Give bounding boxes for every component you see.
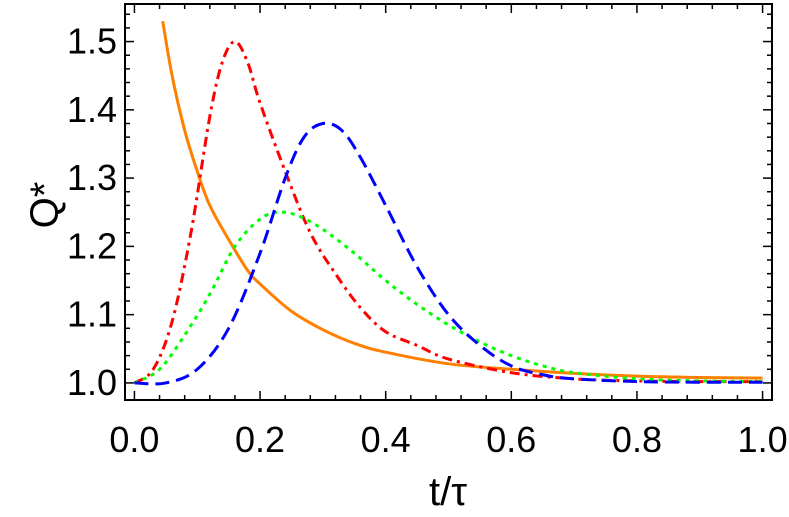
plot-lines xyxy=(133,20,763,386)
x-tick-label: 0.0 xyxy=(109,419,159,460)
y-tick-label: 1.1 xyxy=(67,294,117,335)
tick-labels: 0.0 0.2 0.4 0.6 0.8 1.0 1.0 1.1 1.2 1.3 1.4 1.5 xyxy=(67,21,788,460)
y-tick-label: 1.0 xyxy=(67,362,117,403)
series-line-2 xyxy=(133,210,763,385)
plot-frame xyxy=(124,3,773,401)
x-tick-label: 0.4 xyxy=(361,419,411,460)
x-tick-label: 1.0 xyxy=(738,419,788,460)
x-tick-label: 0.2 xyxy=(235,419,285,460)
y-tick-label: 1.4 xyxy=(67,89,117,130)
x-axis-label: t/τ xyxy=(429,470,467,514)
x-tick-label: 0.6 xyxy=(486,419,536,460)
series-line-3 xyxy=(134,121,763,386)
y-tick-label: 1.2 xyxy=(67,225,117,266)
x-tick-label: 0.8 xyxy=(612,419,662,460)
series-line-1 xyxy=(133,40,763,385)
y-tick-label: 1.5 xyxy=(67,21,117,62)
y-axis-label: Q* xyxy=(23,182,67,229)
ticks xyxy=(125,4,772,400)
y-tick-label: 1.3 xyxy=(67,157,117,198)
series-line-0 xyxy=(161,20,763,380)
